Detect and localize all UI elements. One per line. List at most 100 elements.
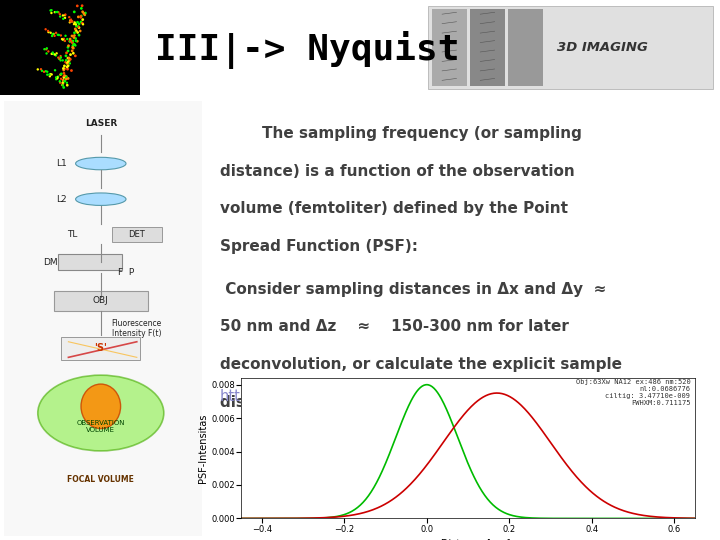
Point [61,59,73,68]
Point [66,17,78,26]
Point [60,10,71,19]
Text: TL: TL [67,231,77,239]
Point [58,83,69,92]
Point [64,35,76,43]
Point [50,8,62,16]
Point [68,29,80,37]
Point [36,66,48,75]
Point [50,73,62,82]
Point [54,55,66,63]
Point [63,56,75,65]
Point [59,14,71,22]
Point [60,75,72,83]
Point [66,17,78,26]
Point [54,10,66,18]
Point [68,49,79,58]
Point [75,12,86,21]
Y-axis label: PSF-Intensitas: PSF-Intensitas [199,414,208,483]
Point [63,42,74,50]
Point [39,45,50,53]
Point [65,50,76,59]
Text: Spread Function (PSF):: Spread Function (PSF): [220,239,418,254]
Point [76,12,87,21]
Point [55,56,66,65]
Text: LASER: LASER [85,119,117,128]
Point [49,50,60,59]
Point [52,74,63,83]
Point [59,37,71,45]
Bar [112,227,162,242]
Point [73,22,84,31]
Point [45,70,56,78]
Point [71,26,82,35]
Point [70,41,81,50]
Point [59,37,71,45]
Point [42,26,54,35]
Text: 50 nm and Δz    ≈    150-300 nm for later: 50 nm and Δz ≈ 150-300 nm for later [220,320,569,334]
Point [70,19,81,28]
Bar [0,0,140,94]
Point [60,51,72,60]
Point [53,31,65,39]
Point [35,65,47,73]
Text: L2: L2 [56,195,66,204]
Point [49,8,60,16]
Point [40,67,52,76]
Point [61,35,73,43]
Point [57,11,68,20]
Point [63,46,74,55]
Point [50,29,62,37]
Point [52,73,63,82]
Point [66,37,77,45]
Text: Obj:63Xw NA12 ex:486 nm:520
nl:0.0686776
ciltig: 3.47710e-009
FWHXM:0.711175: Obj:63Xw NA12 ex:486 nm:520 nl:0.0686776… [575,380,690,407]
Point [52,30,63,39]
Bar [61,338,140,360]
Point [58,64,69,73]
Ellipse shape [81,384,121,429]
Point [52,8,63,16]
Point [47,30,58,38]
Text: OBSERVATION
VOLUME: OBSERVATION VOLUME [76,420,125,433]
Point [63,53,75,62]
Point [65,16,76,25]
Text: deconvolution, or calculate the explicit sample: deconvolution, or calculate the explicit… [220,357,621,373]
Ellipse shape [76,193,126,205]
Point [55,53,67,62]
Point [58,73,70,82]
Point [48,30,59,38]
Text: F  P: F P [118,268,134,277]
Point [38,68,50,76]
Point [40,45,52,53]
Point [68,39,79,48]
Point [62,43,73,52]
Text: 3D IMAGING: 3D IMAGING [557,40,647,54]
Point [55,31,67,40]
Point [45,29,56,37]
Point [70,51,81,60]
Point [71,37,82,45]
Point [45,71,56,79]
Point [67,37,78,45]
Point [46,32,58,40]
Point [63,57,74,66]
Point [63,62,74,70]
Point [58,66,70,75]
Point [67,42,78,50]
Text: distance) is a function of the observation: distance) is a function of the observati… [220,164,575,179]
Point [58,15,69,23]
Point [44,72,55,80]
Text: volume (femtoliter) defined by the Point: volume (femtoliter) defined by the Point [220,201,567,217]
Point [66,38,78,46]
Point [48,50,60,58]
Text: The sampling frequency (or sampling: The sampling frequency (or sampling [220,126,582,141]
Point [68,44,79,52]
Text: Fluorescence
Intensity F(t): Fluorescence Intensity F(t) [112,319,162,338]
Point [76,19,88,28]
Point [75,13,86,22]
Point [42,28,54,36]
Point [46,50,58,58]
Ellipse shape [38,375,164,451]
Point [80,9,91,17]
Point [53,72,64,81]
Point [55,70,66,79]
